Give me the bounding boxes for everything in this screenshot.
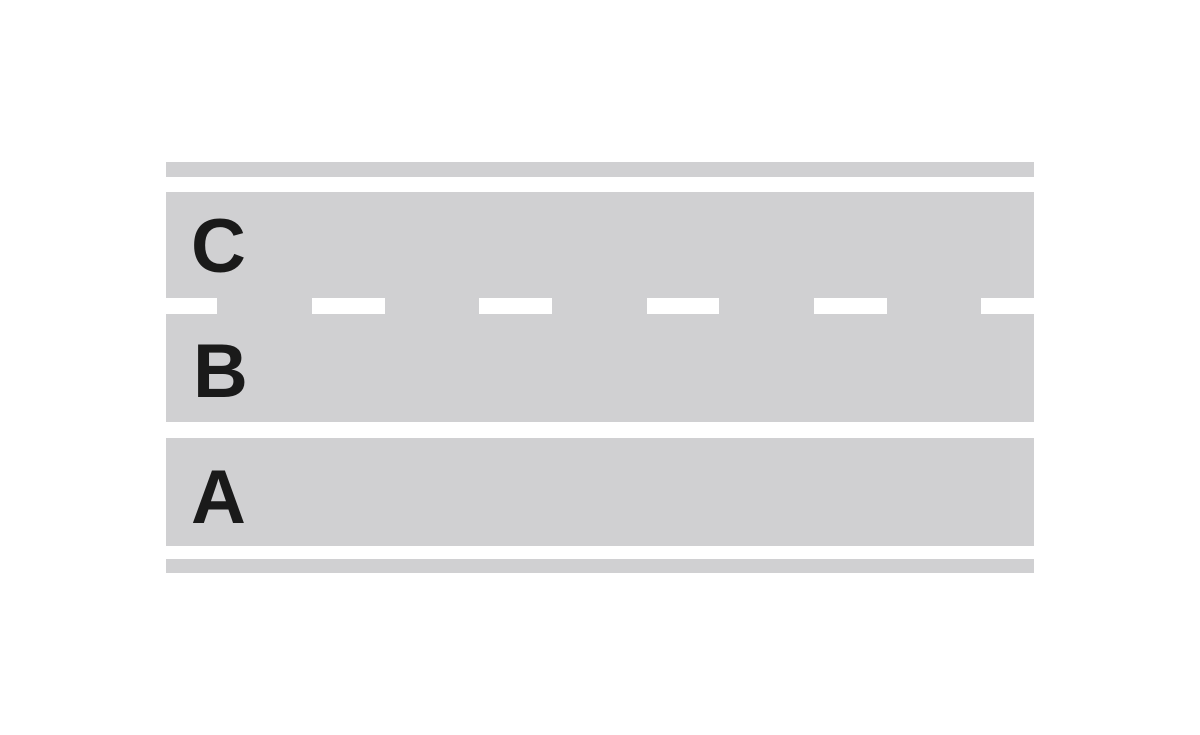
bottom-edge-line	[166, 546, 1034, 559]
lane-dash	[814, 298, 887, 314]
lane-dash	[647, 298, 719, 314]
lane-dash	[312, 298, 385, 314]
lane-dash	[479, 298, 552, 314]
lane-label-c: C	[191, 204, 246, 289]
road-surface	[166, 162, 1034, 573]
lane-label-a: A	[191, 455, 246, 540]
solid-lane-divider	[166, 422, 1034, 438]
lane-label-b: B	[193, 329, 248, 414]
top-edge-line	[166, 177, 1034, 192]
lane-dash	[166, 298, 217, 314]
lane-dash	[981, 298, 1034, 314]
dashed-lane-divider	[166, 298, 1034, 314]
